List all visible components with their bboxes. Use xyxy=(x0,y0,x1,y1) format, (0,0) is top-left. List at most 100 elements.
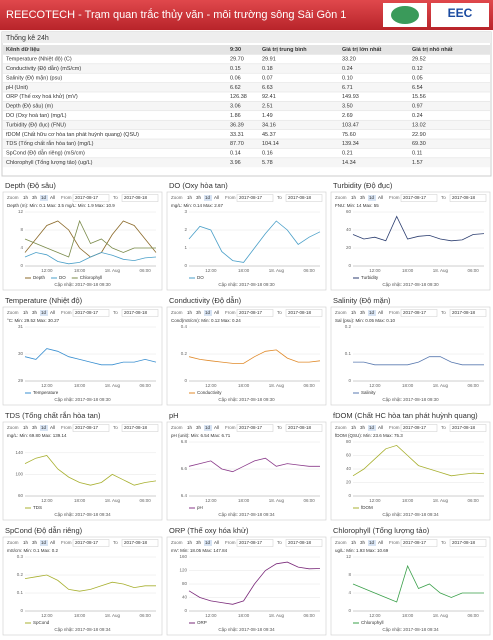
zoom-button[interactable]: All xyxy=(378,310,383,315)
zoom-button[interactable]: 1d xyxy=(41,310,47,315)
zoom-button[interactable]: 1d xyxy=(41,195,47,200)
column-header: Giá trị nhỏ nhất xyxy=(412,46,453,53)
to-input[interactable] xyxy=(121,424,159,432)
to-input[interactable] xyxy=(121,539,159,547)
x-tick-label: 12:00 xyxy=(205,498,217,503)
zoom-button[interactable]: All xyxy=(378,195,383,200)
zoom-button[interactable]: 3h xyxy=(32,540,38,545)
x-tick-label: 18:00 xyxy=(402,498,414,503)
from-date: 2017-08-17 xyxy=(403,540,427,545)
zoom-button[interactable]: All xyxy=(50,195,55,200)
to-input[interactable] xyxy=(449,194,487,202)
zoom-button[interactable]: 1h xyxy=(23,540,29,545)
from-input[interactable] xyxy=(400,424,438,432)
zoom-button[interactable]: 1d xyxy=(205,310,211,315)
from-input[interactable] xyxy=(72,424,110,432)
zoom-button[interactable]: 1d xyxy=(205,425,211,430)
to-input[interactable] xyxy=(285,424,323,432)
zoom-button[interactable]: 1d xyxy=(205,195,211,200)
to-input[interactable] xyxy=(121,309,159,317)
zoom-button[interactable]: 3h xyxy=(32,310,38,315)
zoom-button[interactable]: 3h xyxy=(360,425,366,430)
from-input[interactable] xyxy=(236,539,274,547)
to-input[interactable] xyxy=(449,424,487,432)
cell-value: 139.34 xyxy=(342,141,359,147)
series-line xyxy=(188,349,321,364)
zoom-button[interactable]: All xyxy=(214,425,219,430)
zoom-button[interactable]: 1d xyxy=(369,310,375,315)
cell-value: 0.10 xyxy=(342,75,353,81)
to-input[interactable] xyxy=(285,309,323,317)
from-input[interactable] xyxy=(400,194,438,202)
zoom-button[interactable]: 3h xyxy=(196,540,202,545)
zoom-button[interactable]: 1d xyxy=(369,540,375,545)
to-input[interactable] xyxy=(285,539,323,547)
zoom-button[interactable]: 1h xyxy=(351,425,357,430)
from-input[interactable] xyxy=(236,194,274,202)
zoom-button[interactable]: 1d xyxy=(41,540,47,545)
y-tick-label: 20 xyxy=(346,245,352,250)
row-bg xyxy=(3,82,490,92)
zoom-button[interactable]: All xyxy=(214,310,219,315)
zoom-button[interactable]: 1h xyxy=(351,540,357,545)
zoom-button[interactable]: All xyxy=(378,425,383,430)
zoom-button[interactable]: 1h xyxy=(187,310,193,315)
zoom-button[interactable]: 1h xyxy=(23,195,29,200)
to-input[interactable] xyxy=(121,194,159,202)
zoom-button[interactable]: 3h xyxy=(32,425,38,430)
zoom-button[interactable]: 1d xyxy=(41,425,47,430)
zoom-label: Zoom xyxy=(7,310,19,315)
stats-title-bar xyxy=(2,32,491,43)
zoom-button[interactable]: 3h xyxy=(360,310,366,315)
to-label: To xyxy=(441,310,446,315)
zoom-button[interactable]: 1h xyxy=(187,425,193,430)
zoom-button[interactable]: All xyxy=(50,425,55,430)
zoom-button[interactable]: 1d xyxy=(205,540,211,545)
zoom-button[interactable]: All xyxy=(378,540,383,545)
series-line xyxy=(24,455,157,486)
zoom-label: Zoom xyxy=(7,195,19,200)
legend-label: Salinity xyxy=(361,390,376,395)
zoom-button[interactable]: 1d xyxy=(369,195,375,200)
legend-label: Chlorophyll xyxy=(361,620,384,625)
to-date: 2017-08-18 xyxy=(124,425,148,430)
zoom-button[interactable]: 1h xyxy=(351,310,357,315)
zoom-button[interactable]: All xyxy=(50,540,55,545)
to-input[interactable] xyxy=(449,539,487,547)
zoom-button[interactable]: 3h xyxy=(360,540,366,545)
zoom-button[interactable]: 3h xyxy=(196,310,202,315)
zoom-button[interactable]: 1h xyxy=(23,425,29,430)
zoom-button[interactable]: All xyxy=(50,310,55,315)
zoom-button[interactable]: 3h xyxy=(32,195,38,200)
zoom-button[interactable]: 3h xyxy=(196,195,202,200)
zoom-button[interactable]: 1h xyxy=(187,195,193,200)
zoom-button[interactable]: 3h xyxy=(196,425,202,430)
from-input[interactable] xyxy=(400,539,438,547)
chart-panel xyxy=(330,191,491,291)
zoom-button[interactable]: All xyxy=(214,195,219,200)
to-input[interactable] xyxy=(285,194,323,202)
zoom-button[interactable]: All xyxy=(214,540,219,545)
series-line xyxy=(24,219,156,258)
from-input[interactable] xyxy=(72,309,110,317)
series-line xyxy=(24,574,156,592)
from-input[interactable] xyxy=(236,309,274,317)
to-label: To xyxy=(277,425,282,430)
chart-title: ORP (Thế oxy hóa khử) xyxy=(169,526,249,535)
cell-value: 45.37 xyxy=(262,132,276,138)
zoom-button[interactable]: 1h xyxy=(187,540,193,545)
zoom-button[interactable]: 1h xyxy=(351,195,357,200)
from-input[interactable] xyxy=(400,309,438,317)
zoom-button[interactable]: 1d xyxy=(369,425,375,430)
from-label: From xyxy=(61,425,72,430)
from-input[interactable] xyxy=(72,539,110,547)
from-date: 2017-08-17 xyxy=(239,425,263,430)
from-input[interactable] xyxy=(236,424,274,432)
y-tick-label: 31 xyxy=(18,324,24,329)
zoom-button[interactable]: 1h xyxy=(23,310,29,315)
zoom-button[interactable]: 3h xyxy=(360,195,366,200)
chart-title: Salinity (Độ mặn) xyxy=(333,296,391,305)
x-tick-label: 06:00 xyxy=(467,268,479,273)
to-input[interactable] xyxy=(449,309,487,317)
from-input[interactable] xyxy=(72,194,110,202)
